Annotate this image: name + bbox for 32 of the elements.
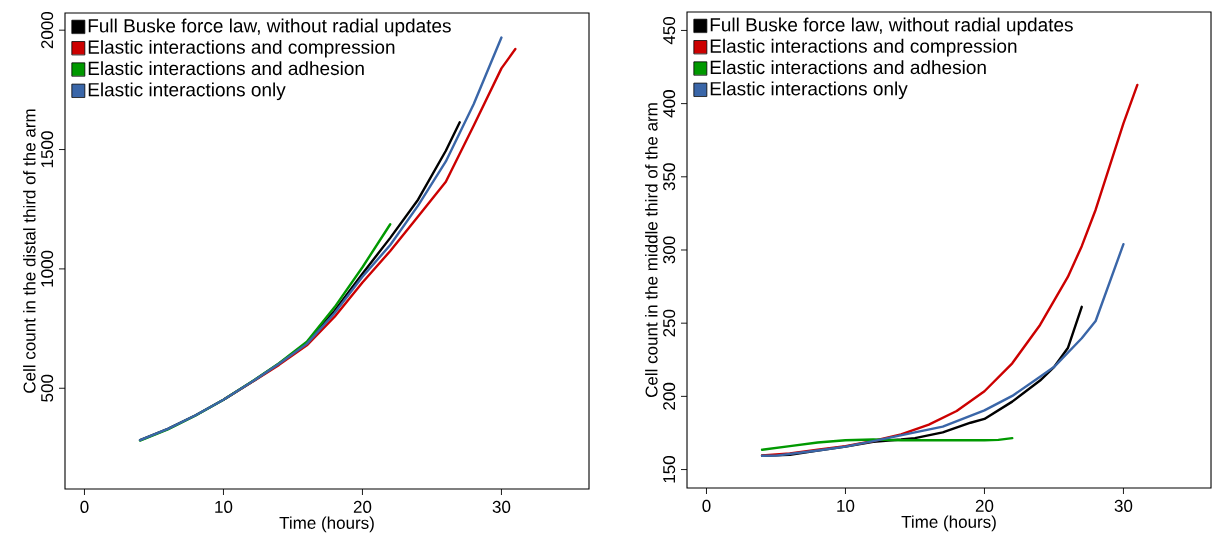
- legend-label: Elastic interactions only: [710, 81, 908, 100]
- x-tick-label: 20: [353, 500, 372, 513]
- y-tick-label: 350: [663, 163, 676, 191]
- x-axis-title: Time (hours): [901, 515, 996, 532]
- x-tick-label: 30: [1114, 499, 1133, 512]
- x-tick-label: 30: [492, 500, 511, 513]
- y-axis-title: Cell count in the middle third of the arm: [645, 103, 658, 398]
- x-tick-label: 0: [80, 500, 89, 513]
- legend-label: Elastic interactions and compression: [88, 39, 395, 58]
- y-tick-label: 1500: [41, 131, 54, 168]
- y-tick-label: 150: [663, 456, 676, 483]
- x-tick-label: 0: [702, 499, 711, 512]
- x-tick-label: 10: [215, 500, 233, 513]
- y-tick-label: 400: [663, 90, 676, 118]
- y-tick-label: 300: [663, 236, 676, 264]
- x-axis-title: Time (hours): [279, 516, 374, 533]
- y-tick-label: 1000: [41, 250, 54, 287]
- y-tick-label: 450: [663, 16, 676, 45]
- y-tick-label: 200: [663, 382, 676, 410]
- line-series: [760, 242, 1125, 457]
- legend-label: Elastic interactions and adhesion: [710, 60, 986, 75]
- legend-label: Full Buske force law, without radial updates: [88, 18, 451, 37]
- legend-label: Full Buske force law, without radial updates: [710, 17, 1073, 36]
- y-tick-label: 500: [41, 374, 54, 402]
- y-axis-title: Cell count in the distal third of the arm: [23, 109, 36, 393]
- legend-label: Elastic interactions only: [88, 82, 286, 101]
- y-tick-label: 2000: [41, 11, 54, 49]
- y-tick-label: 250: [663, 309, 676, 337]
- x-tick-label: 20: [975, 499, 994, 512]
- legend-label: Elastic interactions and compression: [710, 38, 1017, 57]
- x-tick-label: 10: [837, 499, 855, 512]
- legend-label: Elastic interactions and adhesion: [88, 61, 364, 76]
